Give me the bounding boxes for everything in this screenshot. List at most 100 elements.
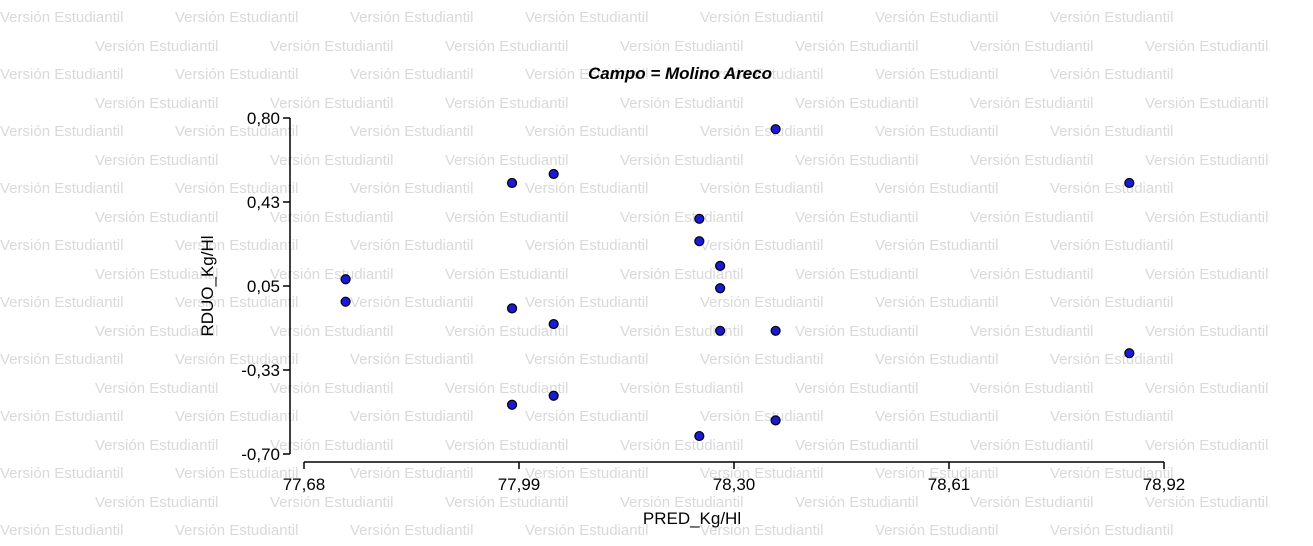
watermark-text: Versión Estudiantil: [1145, 493, 1269, 511]
watermark-text: Versión Estudiantil: [875, 123, 999, 140]
watermark-text: Versión Estudiantil: [795, 493, 919, 511]
data-point: [506, 303, 518, 314]
watermark-text: Versión Estudiantil: [700, 66, 824, 83]
watermark-text: Versión Estudiantil: [445, 208, 569, 226]
watermark-text: Versión Estudiantil: [525, 408, 649, 425]
watermark-text: Versión Estudiantil: [875, 294, 999, 311]
watermark-text: Versión Estudiantil: [0, 465, 124, 482]
y-axis: 0,80 0,43 0,05 -0,33 -0,70 RDUO_Kg/Hl: [198, 109, 291, 464]
watermark-text: Versión Estudiantil: [0, 9, 124, 26]
watermark-text: Versión Estudiantil: [175, 408, 299, 425]
watermark-text: Versión Estudiantil: [1050, 66, 1174, 83]
watermark-text: Versión Estudiantil: [0, 180, 124, 197]
watermark-text: Versión Estudiantil: [175, 123, 299, 140]
watermark-text: Versión Estudiantil: [620, 379, 744, 397]
watermark-text: Versión Estudiantil: [795, 265, 919, 283]
watermark-text: Versión Estudiantil: [620, 208, 744, 226]
watermark-text: Versión Estudiantil: [700, 294, 824, 311]
watermark-text: Versión Estudiantil: [620, 94, 744, 112]
watermark-text: Versión Estudiantil: [95, 322, 219, 340]
watermark-text: Versión Estudiantil: [1145, 208, 1269, 226]
data-point: [770, 325, 781, 336]
watermark-text: Versión Estudiantil: [0, 408, 124, 425]
watermark-text: Versión Estudiantil: [445, 436, 569, 454]
watermark-text: Versión Estudiantil: [1050, 9, 1174, 26]
watermark-text: Versión Estudiantil: [270, 436, 394, 454]
watermark-text: Versión Estudiantil: [445, 265, 569, 283]
watermark-text: Versión Estudiantil: [970, 322, 1094, 340]
data-point: [340, 296, 351, 307]
data-point: [340, 274, 351, 285]
y-tick-label: -0,70: [241, 445, 280, 464]
watermark-text: Versión Estudiantil: [875, 465, 999, 482]
chart-title: Campo = Molino Areco: [588, 64, 772, 83]
watermark-text: Versión Estudiantil: [350, 9, 474, 26]
watermark-text: Versión Estudiantil: [795, 379, 919, 397]
watermark-text: Versión Estudiantil: [620, 322, 744, 340]
watermark-text: Versión Estudiantil: [525, 351, 649, 368]
watermark-text: Versión Estudiantil: [350, 522, 474, 539]
watermark-text: Versión Estudiantil: [270, 151, 394, 169]
data-point: [715, 325, 726, 336]
data-point: [694, 213, 705, 224]
watermark-text: Versión Estudiantil: [525, 294, 649, 311]
watermark-text: Versión Estudiantil: [1145, 379, 1269, 397]
data-point: [506, 399, 518, 410]
watermark-text: Versión Estudiantil: [350, 294, 474, 311]
watermark-text: Versión Estudiantil: [525, 9, 649, 26]
watermark-text: Versión Estudiantil: [1050, 408, 1174, 425]
watermark-text: Versión Estudiantil: [700, 351, 824, 368]
watermark-text: Versión Estudiantil: [795, 322, 919, 340]
watermark-text: Versión Estudiantil: [1050, 237, 1174, 254]
watermark-text: Versión Estudiantil: [1050, 294, 1174, 311]
watermark-text: Versión Estudiantil: [620, 37, 744, 55]
data-point: [1124, 348, 1135, 359]
watermark-text: Versión Estudiantil: [350, 123, 474, 140]
watermark-text: Versión Estudiantil: [0, 522, 124, 539]
watermark-text: Versión Estudiantil: [175, 351, 299, 368]
watermark-text: Versión Estudiantil: [525, 66, 649, 83]
watermark-text: Versión Estudiantil: [620, 493, 744, 511]
watermark-text: Versión Estudiantil: [700, 123, 824, 140]
watermark-text: Versión Estudiantil: [700, 237, 824, 254]
watermark-text: Versión Estudiantil: [970, 493, 1094, 511]
watermark-text: Versión Estudiantil: [1145, 94, 1269, 112]
watermark-text: Versión Estudiantil: [620, 436, 744, 454]
watermark-text: Versión Estudiantil: [875, 180, 999, 197]
watermark-text: Versión Estudiantil: [350, 465, 474, 482]
x-tick-label: 78,61: [928, 475, 971, 494]
watermark-text: Versión Estudiantil: [700, 522, 824, 539]
x-tick-label: 78,30: [713, 475, 756, 494]
watermark-text: Versión Estudiantil: [795, 37, 919, 55]
data-points: [340, 124, 1135, 442]
watermark-text: Versión Estudiantil: [95, 37, 219, 55]
data-point: [1124, 177, 1135, 189]
watermark-text: Versión Estudiantil: [700, 465, 824, 482]
x-tick-label: 77,68: [283, 475, 326, 494]
watermark-text: Versión Estudiantil: [175, 180, 299, 197]
watermark-text: Versión Estudiantil: [875, 522, 999, 539]
watermark-text: Versión Estudiantil: [700, 408, 824, 425]
watermark-text: Versión Estudiantil: [0, 237, 124, 254]
watermark-text: Versión Estudiantil: [350, 180, 474, 197]
watermark-text: Versión Estudiantil: [270, 37, 394, 55]
watermark-text: Versión Estudiantil: [445, 493, 569, 511]
y-tick-label: 0,43: [247, 193, 280, 212]
watermark-text: Versión Estudiantil: [1050, 465, 1174, 482]
watermark-text: Versión Estudiantil: [0, 66, 124, 83]
y-tick-label: 0,05: [247, 277, 280, 296]
watermark-text: Versión Estudiantil: [270, 379, 394, 397]
watermark-text: Versión Estudiantil: [970, 379, 1094, 397]
x-tick-label: 78,92: [1143, 475, 1186, 494]
watermark-text: Versión Estudiantil: [1050, 123, 1174, 140]
watermark-text: Versión Estudiantil: [970, 151, 1094, 169]
watermark-text: Versión Estudiantil: [175, 9, 299, 26]
watermark-text: Versión Estudiantil: [95, 94, 219, 112]
y-axis-title: RDUO_Kg/Hl: [198, 235, 217, 336]
watermark-text: Versión Estudiantil: [175, 465, 299, 482]
watermark-text: Versión Estudiantil: [445, 94, 569, 112]
data-point: [506, 177, 518, 189]
watermark-text: Versión Estudiantil: [1145, 37, 1269, 55]
watermark-text: Versión Estudiantil: [795, 436, 919, 454]
